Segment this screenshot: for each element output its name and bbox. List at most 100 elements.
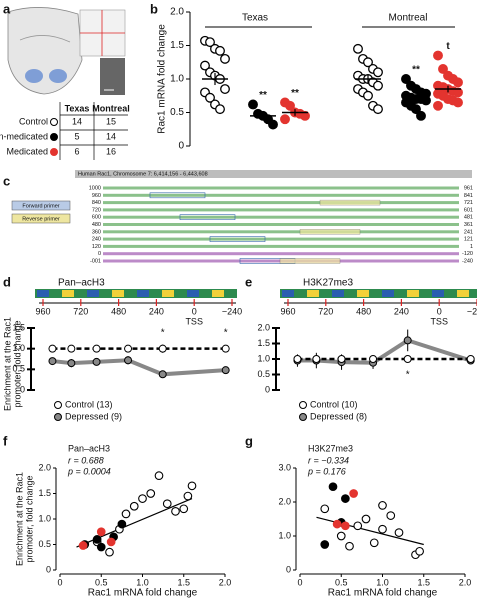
data-point — [300, 110, 310, 121]
gene-segment — [357, 290, 369, 297]
data-point — [433, 50, 443, 61]
y-tick-label: 0 — [178, 141, 184, 152]
data-point — [401, 74, 411, 84]
table-cell: 6 — [74, 146, 79, 156]
sequence-line — [103, 230, 459, 234]
y-tick-label: 1.5 — [257, 338, 270, 348]
x-tick-label: 2.0 — [219, 577, 232, 587]
y-axis-label: Enrichment at the Rac1 — [2, 317, 12, 411]
data-point — [386, 511, 396, 520]
data-point — [179, 504, 189, 514]
legend-label: Control (13) — [65, 399, 113, 409]
sequence-position: 601 — [464, 207, 473, 213]
data-point — [146, 489, 156, 498]
x-tick-label: 720 — [318, 306, 333, 316]
chart-title: Pan–acH3 — [68, 443, 110, 453]
x-tick-label: 1.5 — [417, 577, 430, 587]
x-tick-label: 2.0 — [459, 577, 472, 587]
data-point — [215, 45, 225, 56]
data-point — [158, 370, 167, 379]
chart-title: H3K27me3 — [308, 443, 353, 453]
row-label: Non-medicated — [0, 131, 48, 141]
panel-label: f — [3, 433, 8, 448]
x-tick-label: 960 — [280, 306, 295, 316]
data-point — [341, 521, 350, 531]
sequence-position: 960 — [92, 193, 101, 199]
sequence-position: 120 — [92, 244, 101, 250]
data-point — [220, 84, 230, 95]
y-tick-label: 0.5 — [38, 539, 51, 549]
stat-label: r = −0.334 — [308, 455, 349, 465]
primer-box — [149, 192, 206, 199]
sequence-line — [103, 201, 459, 205]
sequence-position: 121 — [464, 237, 473, 243]
sequence-position: -120 — [462, 251, 473, 257]
x-tick-label: 720 — [73, 306, 88, 316]
primer-box — [279, 258, 341, 264]
x-tick-label: 0 — [57, 577, 62, 587]
data-point — [378, 501, 387, 510]
y-tick-label: 0 — [20, 384, 25, 394]
data-point — [158, 344, 167, 353]
data-point — [411, 104, 421, 115]
brain-illustration — [7, 7, 126, 95]
series-line — [52, 358, 226, 377]
sequence-position: 481 — [464, 215, 473, 221]
data-point — [293, 355, 302, 363]
stat-label: p = 0.176 — [307, 466, 346, 476]
data-point — [221, 366, 230, 375]
primer-label: Reverse primer — [22, 216, 60, 222]
primer-box — [209, 236, 266, 242]
primer-box — [319, 199, 381, 206]
tss-label: TSS — [185, 316, 203, 326]
panel-label: d — [3, 274, 11, 289]
sequence-position: -240 — [462, 258, 473, 264]
gene-segment — [187, 290, 199, 297]
x-tick-label: 0 — [192, 306, 197, 316]
sequence-position: 241 — [464, 229, 473, 235]
gene-segment — [162, 290, 174, 297]
data-point — [403, 336, 412, 345]
data-point — [353, 521, 363, 531]
data-point — [268, 119, 278, 130]
data-point — [341, 494, 350, 503]
data-point — [336, 531, 346, 541]
row-marker — [50, 118, 58, 126]
y-axis-label: promoter, fold change — [24, 475, 34, 562]
data-point — [67, 359, 76, 368]
table-grid — [59, 102, 128, 160]
gene-segment — [137, 290, 149, 297]
data-point — [248, 99, 258, 110]
y-tick-label: 2.0 — [38, 462, 51, 472]
data-point — [453, 77, 463, 88]
data-point — [337, 355, 346, 363]
x-tick-label: 1.0 — [376, 577, 389, 587]
data-point — [205, 37, 215, 48]
chart-title: H3K27me3 — [303, 278, 353, 289]
x-axis-label: Rac1 mRNA fold change — [328, 588, 438, 599]
x-tick-label: 1.5 — [177, 577, 190, 587]
sequence-position: 1 — [470, 244, 473, 250]
sequence-line — [103, 237, 459, 241]
y-axis-label: promoter, fold change — [12, 320, 22, 407]
data-point — [121, 509, 131, 519]
data-point — [92, 344, 101, 353]
significance: ** — [412, 65, 420, 76]
y-tick-label: 0 — [286, 564, 291, 574]
data-point — [328, 482, 338, 492]
x-tick-label: 480 — [111, 306, 126, 316]
data-point — [154, 471, 164, 481]
sequence-title: Human Rac1, Chromosome 7: 6,414,156 - 6,… — [78, 171, 208, 177]
sequence-position: 360 — [92, 229, 101, 235]
data-point — [373, 67, 383, 78]
data-point — [220, 53, 230, 64]
gene-track — [280, 289, 477, 298]
panel-label: a — [3, 1, 11, 16]
y-tick-label: 1.0 — [12, 343, 25, 353]
legend-marker — [54, 413, 62, 421]
data-point — [280, 114, 290, 125]
gene-segment — [62, 290, 74, 297]
tss-label: TSS — [430, 316, 448, 326]
gene-segment — [87, 290, 99, 297]
y-tick-label: 1.0 — [170, 74, 184, 85]
